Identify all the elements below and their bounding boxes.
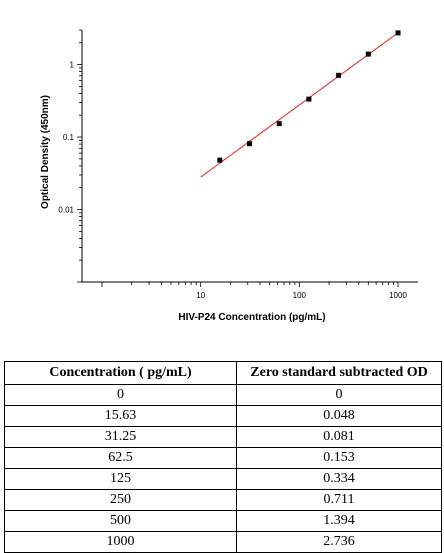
y-tick-label: 1 [70,61,75,70]
od-cell: 0.711 [236,489,442,511]
concentration-cell: 62.5 [4,447,237,469]
concentration-cell: 500 [4,510,237,532]
data-point [336,72,342,78]
table-row: 250 0.711 [4,489,442,511]
x-tick-label: 100 [293,291,307,300]
table-row: 62.5 0.153 [4,447,442,469]
table-row: 125 0.334 [4,468,442,490]
y-tick-label: 0.01 [58,206,74,215]
table-header-row: Concentration ( pg/mL) Zero standard sub… [4,361,442,385]
od-cell: 1.394 [236,510,442,532]
data-point [306,96,312,102]
table-row: 31.25 0.081 [4,426,442,448]
y-tick-label: 0.1 [63,133,75,142]
concentration-cell: 250 [4,489,237,511]
chart-area: 10 100 1000 0.01 0.1 1 HIV-P24 Concentration … [40,29,418,323]
data-point [246,141,252,147]
concentration-cell: 31.25 [4,426,237,448]
chart-ticks: 10 100 1000 0.01 0.1 1 [58,29,407,300]
od-header: Zero standard subtracted OD [236,361,442,385]
x-tick-label: 1000 [389,291,407,300]
data-point [217,157,223,163]
concentration-header: Concentration ( pg/mL) [4,361,237,385]
concentration-cell: 0 [4,384,237,406]
x-axis-label: HIV-P24 Concentration (pg/mL) [178,312,325,323]
table-row: 1000 2.736 [4,531,442,553]
od-cell: 0.334 [236,468,442,490]
od-cell: 0.048 [236,405,442,427]
standard-curve-table: Concentration ( pg/mL) Zero standard sub… [4,361,442,553]
chart-svg: 10 100 1000 0.01 0.1 1 HIV-P24 Concentration … [40,29,418,323]
data-points [217,30,401,163]
y-axis-label: Optical Density (450nm) [40,95,51,209]
data-point [365,51,371,57]
data-point [276,121,282,127]
fit-line [200,32,399,178]
od-cell: 0 [236,384,442,406]
table-row: 15.63 0.048 [4,405,442,427]
x-tick-label: 10 [196,291,205,300]
concentration-cell: 125 [4,468,237,490]
chart-axes [81,30,418,283]
data-point [395,30,401,36]
fit-line-group [200,32,399,178]
od-cell: 2.736 [236,531,442,553]
table-row: 500 1.394 [4,510,442,532]
table-body: 0 0 15.63 0.048 31.25 0.081 62.5 0.153 125 0.334 2… [4,384,442,553]
concentration-cell: 1000 [4,531,237,553]
od-cell: 0.081 [236,426,442,448]
concentration-cell: 15.63 [4,405,237,427]
od-cell: 0.153 [236,447,442,469]
